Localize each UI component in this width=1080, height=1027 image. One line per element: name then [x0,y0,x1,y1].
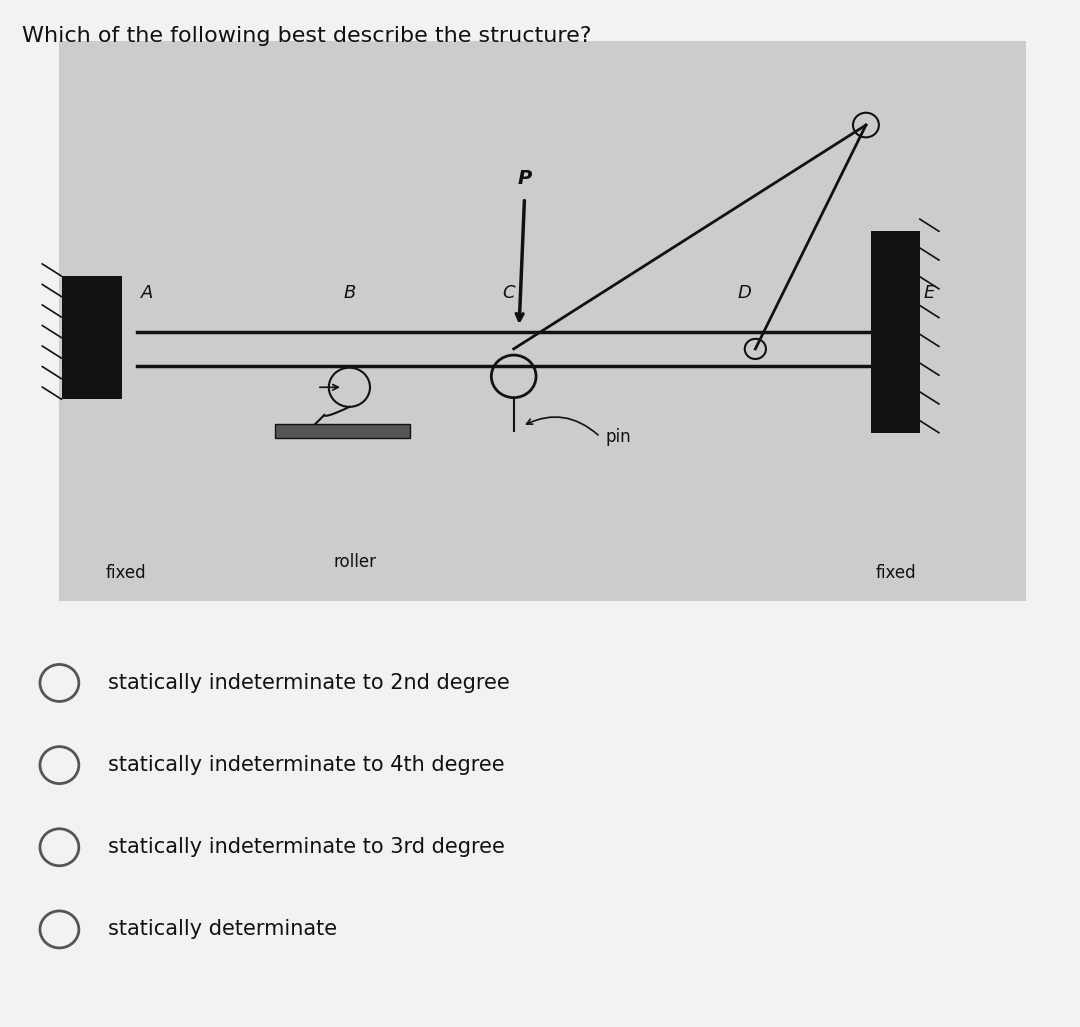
Bar [62,276,122,400]
Text: B: B [343,283,355,302]
Text: pin: pin [606,428,631,446]
Text: P: P [517,168,531,188]
Text: fixed: fixed [875,564,916,582]
Text: statically indeterminate to 3rd degree: statically indeterminate to 3rd degree [108,837,504,858]
Bar [872,231,920,433]
Bar [275,424,410,438]
Text: C: C [502,283,514,302]
Text: statically indeterminate to 2nd degree: statically indeterminate to 2nd degree [108,673,510,693]
Text: roller: roller [334,553,376,571]
Text: statically determinate: statically determinate [108,919,337,940]
Text: D: D [738,283,752,302]
Text: fixed: fixed [106,564,146,582]
Text: Which of the following best describe the structure?: Which of the following best describe the… [22,26,591,45]
Bar [59,41,1026,601]
Text: E: E [923,283,935,302]
Text: A: A [141,283,153,302]
Text: statically indeterminate to 4th degree: statically indeterminate to 4th degree [108,755,504,775]
